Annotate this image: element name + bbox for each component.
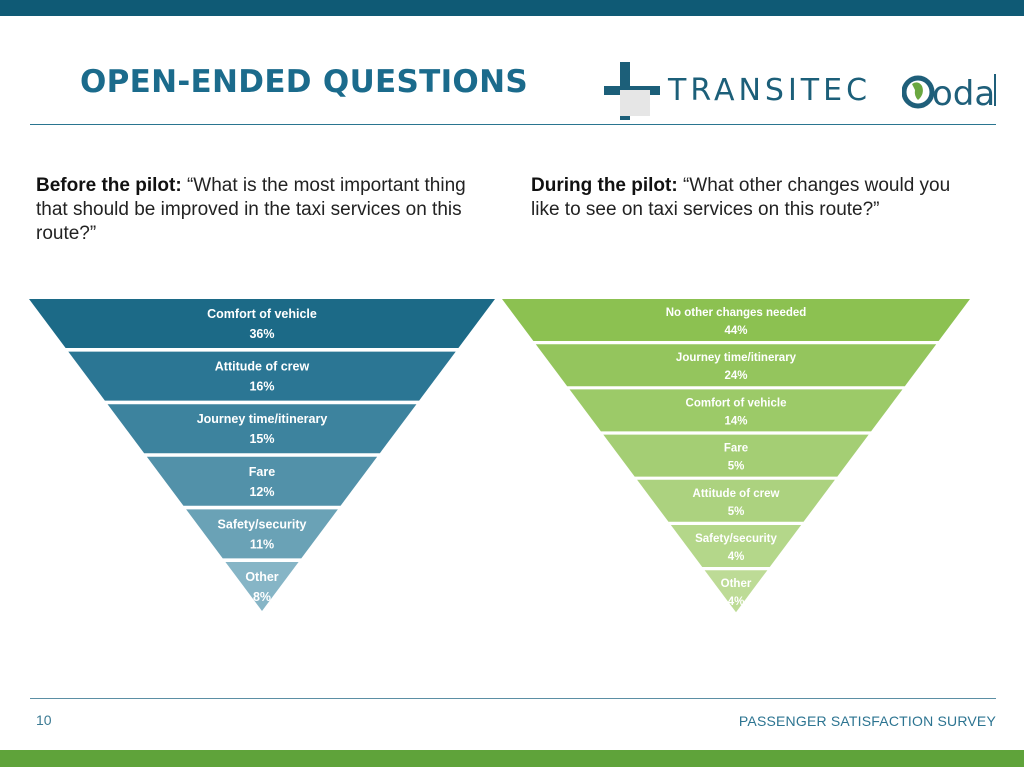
top-accent-bar	[0, 0, 1024, 16]
funnel-category-label: Other	[245, 570, 278, 584]
funnel-band	[569, 389, 903, 432]
funnel-category-label: Journey time/itinerary	[197, 412, 328, 426]
funnel-value-label: 5%	[728, 461, 745, 473]
funnel-value-label: 11%	[250, 537, 274, 551]
funnel-category-label: Attitude of crew	[693, 488, 780, 500]
question-during-label: During the pilot:	[531, 175, 678, 196]
funnel-value-label: 14%	[724, 415, 747, 427]
funnel-band	[29, 299, 495, 348]
funnel-value-label: 44%	[724, 325, 747, 337]
funnel-band	[186, 509, 338, 559]
funnel-band	[107, 404, 417, 454]
funnel-category-label: Fare	[724, 443, 748, 455]
page-number: 10	[36, 712, 52, 728]
footer-label: PASSENGER SATISFACTION SURVEY	[738, 713, 996, 729]
bottom-accent-bar	[0, 750, 1024, 767]
question-during-text: “What other changes would you like to se…	[531, 175, 951, 220]
funnel-band	[146, 456, 378, 506]
question-during: During the pilot: “What other changes wo…	[531, 174, 951, 222]
funnel-value-label: 15%	[249, 432, 274, 446]
funnel-value-label: 8%	[253, 590, 271, 604]
funnel-category-label: Safety/security	[218, 517, 307, 531]
oda-logo-text: oda	[932, 74, 995, 112]
funnel-band	[502, 299, 970, 341]
funnel-value-label: 12%	[249, 485, 274, 499]
funnel-band	[603, 434, 869, 477]
funnel-band	[704, 570, 768, 613]
funnel-band	[68, 351, 456, 401]
funnel-category-label: Comfort of vehicle	[686, 397, 787, 409]
funnel-category-label: No other changes needed	[666, 307, 807, 319]
funnel-value-label: 4%	[728, 596, 745, 608]
funnel-category-label: Safety/security	[695, 533, 777, 545]
oda-logo: oda	[902, 74, 996, 112]
question-before: Before the pilot: “What is the most impo…	[36, 174, 476, 246]
funnel-band	[225, 562, 299, 611]
question-before-text: “What is the most important thing that s…	[36, 175, 466, 244]
transitec-logo-text: TRANSITEC	[667, 73, 871, 108]
funnel-category-label: Comfort of vehicle	[207, 307, 317, 321]
funnel-category-label: Journey time/itinerary	[676, 352, 797, 364]
funnel-value-label: 36%	[249, 327, 274, 341]
funnel-category-label: Fare	[249, 465, 275, 479]
funnel-value-label: 5%	[728, 506, 745, 518]
footer-divider	[30, 698, 996, 699]
question-before-label: Before the pilot:	[36, 175, 182, 196]
funnel-value-label: 24%	[724, 370, 747, 382]
page-title: OPEN-ENDED QUESTIONS	[80, 64, 528, 100]
funnel-value-label: 4%	[728, 551, 745, 563]
funnel-category-label: Other	[721, 578, 752, 590]
transitec-logo: TRANSITEC	[604, 62, 871, 120]
header-divider	[30, 124, 996, 125]
funnel-category-label: Attitude of crew	[215, 360, 310, 374]
funnel-value-label: 16%	[249, 380, 274, 394]
funnel-band	[535, 344, 937, 387]
funnel-band	[637, 479, 835, 522]
funnel-band	[670, 525, 802, 567]
